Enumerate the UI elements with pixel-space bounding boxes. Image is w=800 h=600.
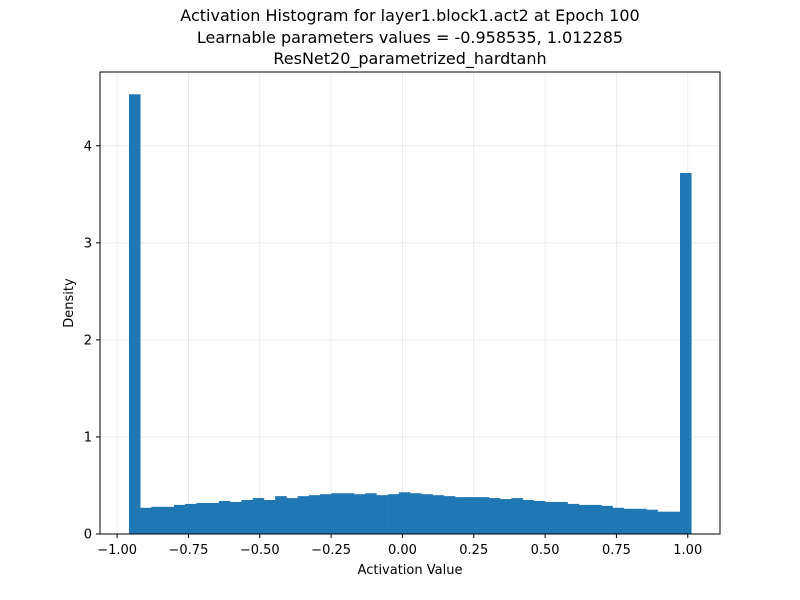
histogram-bar [151,506,163,534]
x-tick-label: 0.25 [459,543,488,558]
histogram-bar [376,495,388,534]
histogram-bar [443,496,456,534]
histogram-bar [511,498,523,534]
x-tick-label: 0.75 [602,543,631,558]
x-tick-label: −0.50 [240,543,280,558]
histogram-bar [421,494,433,534]
histogram-bar [488,498,501,534]
chart-title-line-1: Activation Histogram for layer1.block1.a… [180,6,640,25]
histogram-bar [140,507,152,534]
histogram-bar [320,494,332,534]
histogram-bar [185,503,197,534]
x-tick-label: 0.00 [388,543,417,558]
histogram-bar [286,498,298,534]
histogram-bar [455,497,467,534]
y-tick-label: 0 [84,528,92,543]
histogram-bar [196,502,208,534]
histogram-bar [365,493,377,534]
histogram-bar [398,492,411,534]
y-tick-label: 1 [84,430,92,445]
x-axis-label: Activation Value [358,563,463,578]
histogram-bar [522,500,535,534]
x-tick-label: −0.25 [311,543,351,558]
x-tick-label: 1.00 [673,543,702,558]
histogram-bar [218,501,231,534]
histogram-bar [680,172,692,535]
histogram-bar [545,501,557,534]
histogram-bar [162,506,175,534]
y-tick-label: 4 [84,139,92,154]
histogram-bar [612,507,625,534]
histogram-bar [567,503,580,534]
histogram-bar [410,493,422,534]
histogram-bar [477,497,490,534]
y-tick-label: 3 [84,236,92,251]
histogram-bar [601,505,613,534]
histogram-bar [646,509,658,534]
histogram-bar [207,502,220,534]
histogram-bar [578,504,591,534]
histogram-bar [533,501,546,534]
histogram-bar [173,504,186,534]
y-axis-label: Density [62,278,77,328]
histogram-bar [275,496,287,534]
histogram-bar [263,500,276,534]
histogram-bar [635,508,647,534]
chart-title-line-3: ResNet20_parametrized_hardtanh [273,49,547,68]
histogram-bar [241,500,253,534]
histogram-bar [342,493,355,534]
histogram-bar [432,495,445,534]
histogram-bar [387,494,400,534]
histogram-bar [353,494,366,534]
x-tick-label: −1.00 [97,543,137,558]
histogram-bar [500,499,512,534]
histogram-bar [590,504,602,534]
chart-title-line-2: Learnable parameters values = -0.958535,… [196,28,624,47]
histogram-bars [128,94,692,535]
y-tick-label: 2 [84,333,92,348]
histogram-bar [623,508,636,534]
histogram-bar [230,501,242,534]
histogram-bar [308,495,321,534]
histogram-bar [556,501,568,534]
grid-lines [100,72,720,535]
histogram-bar [297,496,310,534]
x-tick-label: −0.75 [169,543,209,558]
histogram-bar [466,497,478,534]
plot-frame [99,71,721,535]
x-tick-label: 0.50 [531,543,560,558]
histogram-bar [252,498,265,534]
histogram-bar [657,511,670,534]
histogram-bar [128,94,141,534]
y-axis-ticks: 0 1 2 3 4 [84,139,100,543]
histogram-bar [668,511,681,534]
x-axis-ticks: −1.00 −0.75 −0.50 −0.25 0.00 0.25 0.50 0.75 1.00 [97,534,702,558]
histogram-bar [331,493,343,534]
